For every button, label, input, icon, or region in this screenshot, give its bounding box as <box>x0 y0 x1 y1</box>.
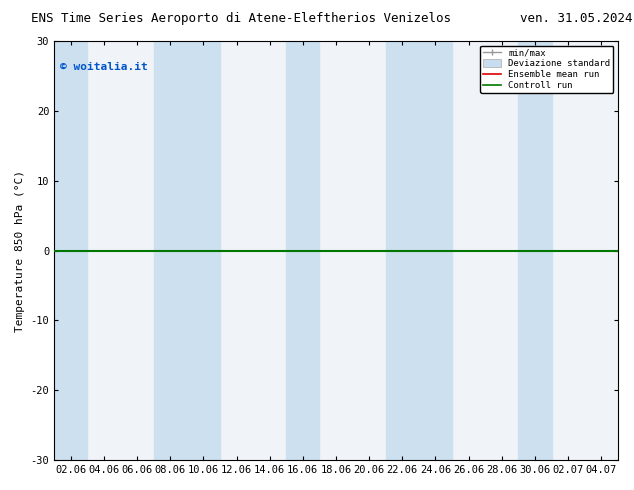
Bar <box>385 41 452 460</box>
Text: ven. 31.05.2024 00 UTC: ven. 31.05.2024 00 UTC <box>520 12 634 25</box>
Bar <box>54 41 87 460</box>
Y-axis label: Temperature 850 hPa (°C): Temperature 850 hPa (°C) <box>15 170 25 332</box>
Bar <box>519 41 552 460</box>
Bar <box>287 41 320 460</box>
Legend: min/max, Deviazione standard, Ensemble mean run, Controll run: min/max, Deviazione standard, Ensemble m… <box>481 46 613 93</box>
Text: © woitalia.it: © woitalia.it <box>60 62 148 72</box>
Bar <box>153 41 220 460</box>
Text: ENS Time Series Aeroporto di Atene-Eleftherios Venizelos: ENS Time Series Aeroporto di Atene-Eleft… <box>31 12 451 25</box>
